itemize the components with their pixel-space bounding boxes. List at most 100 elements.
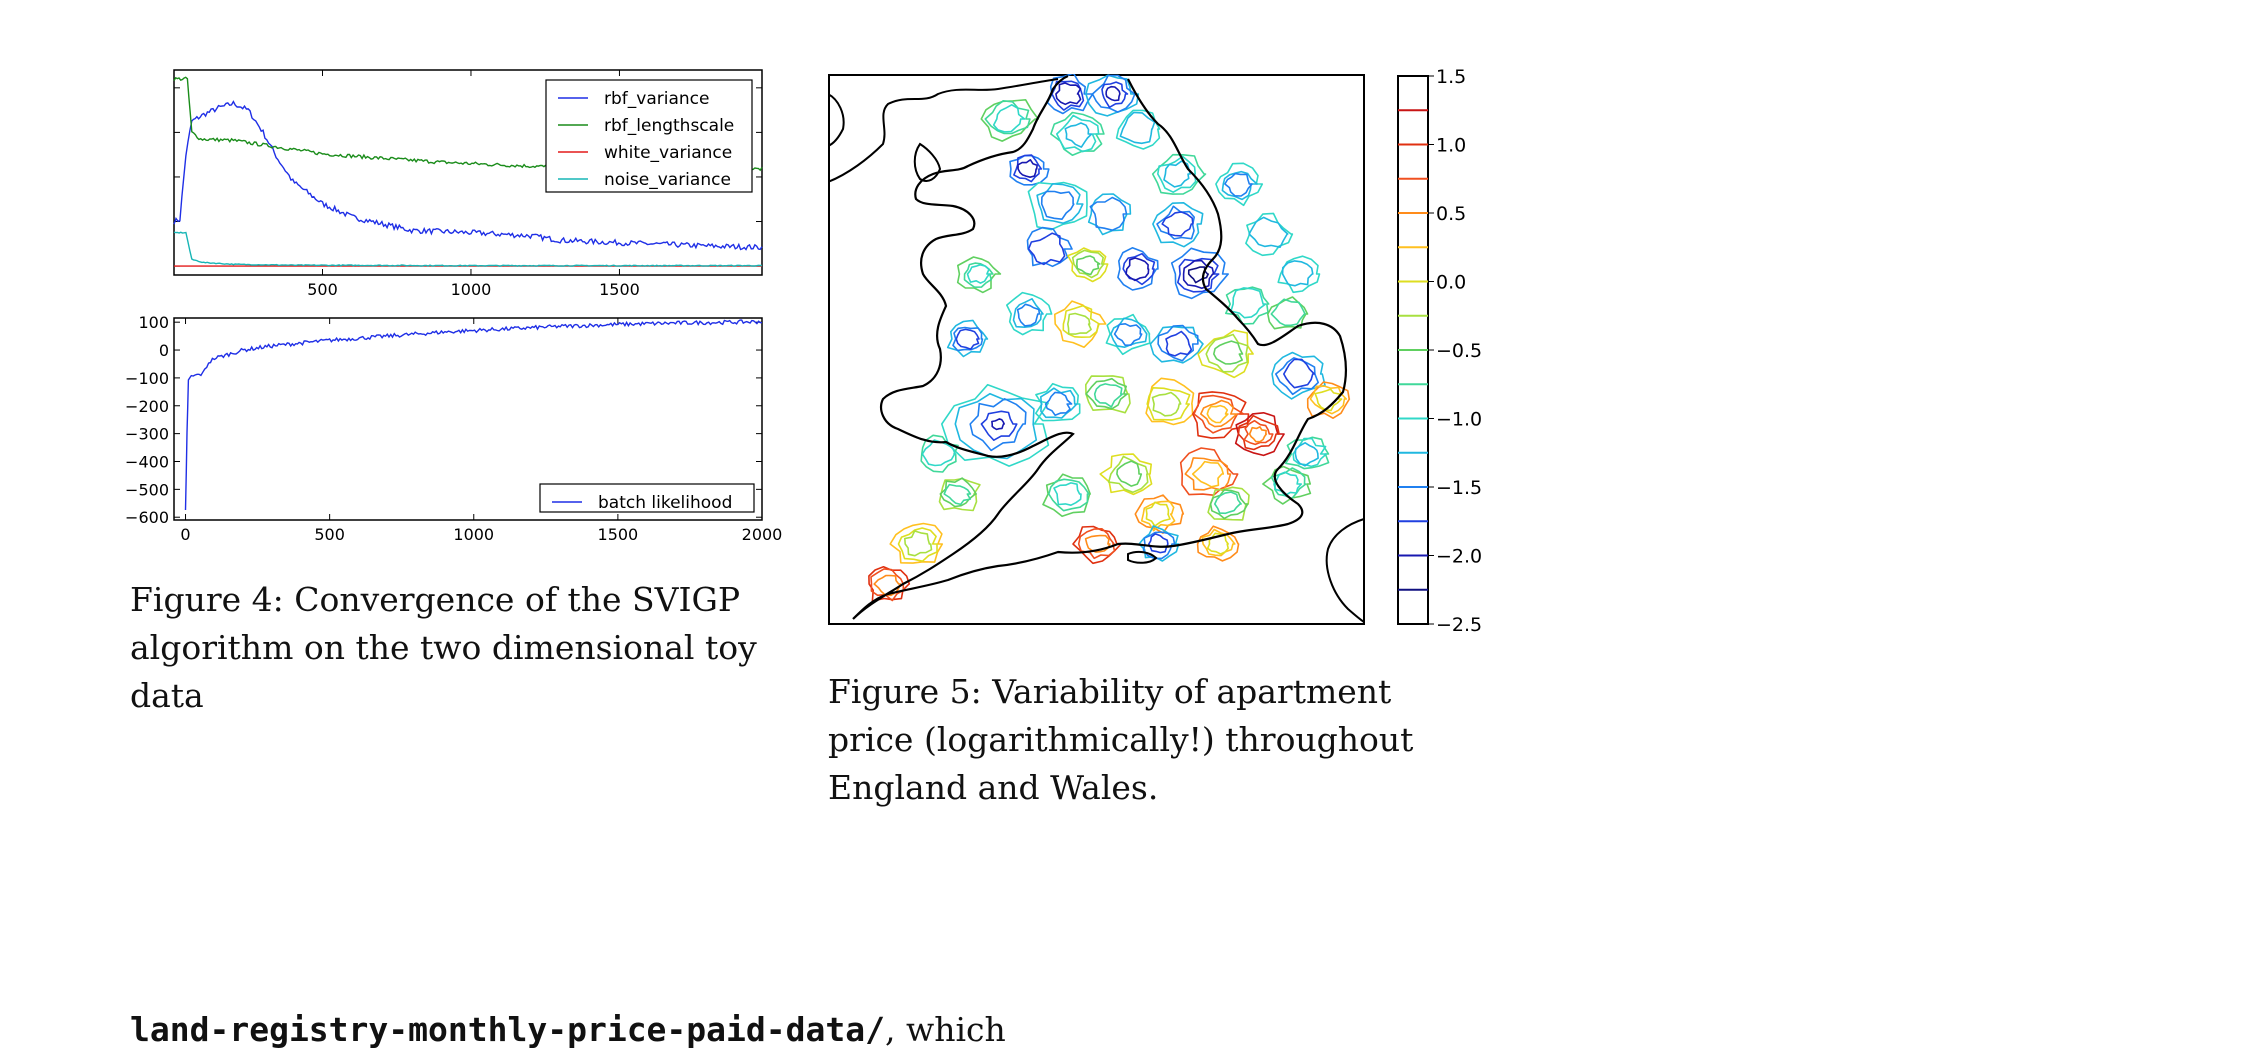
contour-line xyxy=(1027,232,1066,266)
contour-line xyxy=(873,574,902,597)
map-frame xyxy=(828,74,1365,625)
series-line xyxy=(184,319,763,511)
contour-line xyxy=(984,100,1031,135)
contour-line xyxy=(969,398,1027,452)
coastline-isle xyxy=(913,142,942,182)
colorbar-tick-label: −0.5 xyxy=(1436,340,1482,362)
x-tick-label: 500 xyxy=(314,525,345,544)
y-tick-label: −300 xyxy=(125,425,169,444)
legend: rbf_variance rbf_lengthscale white_varianc… xyxy=(545,79,753,193)
contour-line xyxy=(1084,534,1111,553)
contour-line xyxy=(1225,286,1270,325)
contour-line xyxy=(1314,388,1343,412)
contour-line xyxy=(1163,160,1191,188)
y-tick-label: 100 xyxy=(138,313,169,332)
contour-line xyxy=(1271,351,1326,400)
contour-line xyxy=(1077,528,1116,560)
colorbar-tick-label: −2.5 xyxy=(1436,614,1482,636)
contour-line xyxy=(1093,383,1124,408)
x-tick-label: 1500 xyxy=(598,525,639,544)
contour-line xyxy=(1113,323,1143,346)
contour-line xyxy=(1013,154,1043,183)
contour-line xyxy=(1140,500,1176,532)
contour-line xyxy=(1146,387,1191,421)
colorbar-tick-label: 1.5 xyxy=(1436,66,1466,88)
contour-line xyxy=(1062,304,1101,338)
contour-line xyxy=(1044,391,1073,416)
colorbar-tick-label: −2.0 xyxy=(1436,546,1482,568)
contour-line xyxy=(1085,375,1131,414)
contour-line xyxy=(1248,426,1268,443)
contour-line xyxy=(1040,190,1075,220)
contour-line xyxy=(1110,317,1148,348)
contour-line xyxy=(938,477,981,512)
contour-line xyxy=(1048,478,1090,512)
contour-line xyxy=(980,410,1018,441)
colorbar-tick-label: −1.5 xyxy=(1436,477,1482,499)
colorbar: 1.5 1.0 0.5 0.0 −0.5 −1.0 −1.5 −2.0 −2.5 xyxy=(1397,66,1482,636)
contour-line xyxy=(1122,252,1156,286)
contour-line xyxy=(991,418,1005,431)
contour-line xyxy=(1142,531,1176,560)
contour-line xyxy=(1151,153,1207,195)
contour-line xyxy=(952,326,984,352)
contour-line xyxy=(1262,465,1312,505)
contour-line xyxy=(1270,298,1306,327)
contour-line xyxy=(1270,467,1307,500)
contour-line xyxy=(1221,170,1258,201)
contour-line xyxy=(1230,287,1267,319)
x-tick-label: 500 xyxy=(307,280,338,299)
contour-line xyxy=(1085,377,1128,410)
contour-line xyxy=(1064,122,1093,148)
contour-line xyxy=(1148,533,1169,554)
contour-line xyxy=(1191,460,1225,488)
y-tick-label: −500 xyxy=(125,480,169,499)
contour-line xyxy=(1119,111,1156,145)
contour-line xyxy=(1205,333,1249,373)
contour-line xyxy=(941,383,1050,467)
figure4-caption: Figure 4: Convergence of the SVIGP algor… xyxy=(130,580,757,715)
x-tick-label: 0 xyxy=(180,525,190,544)
legend: batch likelihood xyxy=(539,483,755,513)
contour-line xyxy=(1067,312,1092,335)
url-fragment: land-registry-monthly-price-paid-data/ xyxy=(130,1010,885,1049)
contour-line xyxy=(1138,525,1180,562)
contour-line xyxy=(1091,74,1136,113)
contour-line xyxy=(1107,455,1149,494)
coastline-isle-west xyxy=(828,93,845,147)
contour-line xyxy=(1213,340,1244,365)
contour-line xyxy=(1050,111,1105,156)
x-tick-label: 1000 xyxy=(453,525,494,544)
contour-line xyxy=(870,568,905,602)
contour-line xyxy=(1027,181,1088,231)
contour-line xyxy=(889,522,944,564)
contour-line xyxy=(1105,85,1121,102)
likelihood-chart: 0 500 1000 1500 20001000−100−200−300−400−500… xyxy=(125,313,782,544)
contour-line xyxy=(868,566,911,602)
contour-line xyxy=(1165,330,1193,357)
contour-line xyxy=(1283,358,1316,389)
contour-line xyxy=(1026,226,1073,268)
colorbar-tick-label: 1.0 xyxy=(1436,135,1466,157)
body-text-line: land-registry-monthly-price-paid-data/, … xyxy=(130,1010,1006,1049)
contour-line xyxy=(1017,159,1038,178)
contour-line xyxy=(1035,382,1081,422)
contour-line xyxy=(1214,491,1242,515)
contour-line xyxy=(1161,211,1194,237)
contour-line xyxy=(1152,202,1204,248)
contour-line xyxy=(1056,114,1100,153)
y-tick-label: 0 xyxy=(159,341,169,360)
contour-line xyxy=(1149,325,1204,364)
y-tick-label: −200 xyxy=(125,397,169,416)
contour-line xyxy=(1200,399,1238,428)
y-tick-label: −100 xyxy=(125,369,169,388)
contour-line xyxy=(1072,525,1122,565)
contour-line xyxy=(1243,419,1274,446)
contour-line xyxy=(1184,457,1232,492)
contour-line xyxy=(1248,216,1289,248)
contour-line xyxy=(1275,357,1319,396)
contour-line xyxy=(921,439,956,467)
contour-line xyxy=(992,104,1026,133)
contour-line xyxy=(1116,460,1143,487)
contour-line xyxy=(966,264,991,284)
